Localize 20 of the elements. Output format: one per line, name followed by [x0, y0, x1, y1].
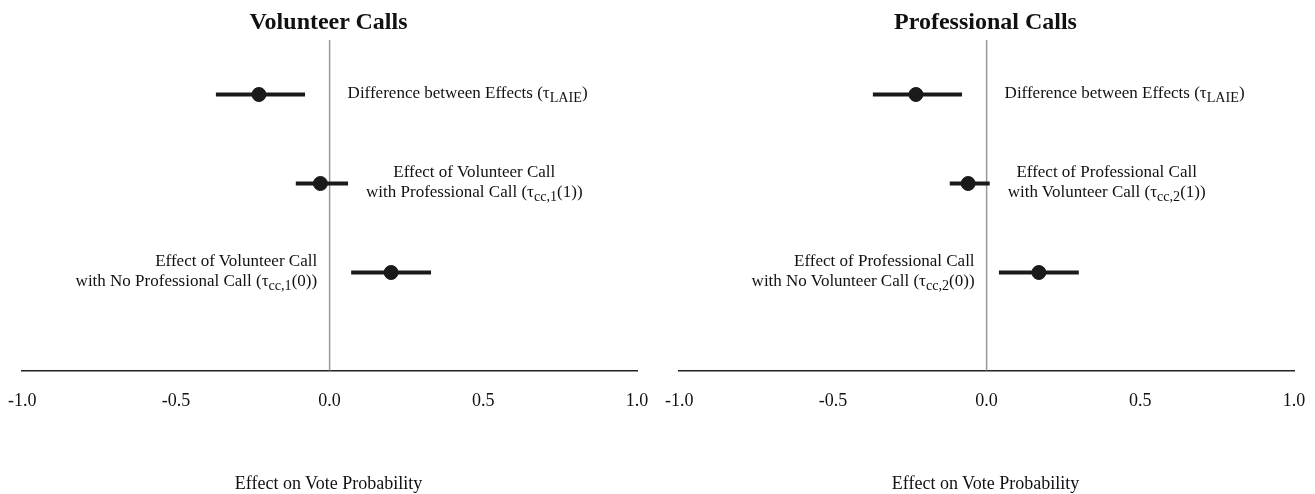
x-axis-title: Effect on Vote Probability — [890, 473, 1081, 494]
annotation: Effect of Professional Call with Volunteer Call (τ$_{cc,2}$(1)) — [1007, 161, 1206, 206]
annotation: Effect of Volunteer Call with No Professional Call (τ$_{cc,1}$(0)) — [75, 250, 318, 295]
x-tick-label: -0.5 — [161, 389, 191, 410]
chart-title: Volunteer Calls — [248, 8, 409, 35]
x-tick-label: 0.5 — [472, 389, 495, 410]
x-tick-label: 0.0 — [318, 389, 341, 410]
x-tick-label: -1.0 — [8, 389, 37, 410]
x-tick-label: 0.5 — [1129, 389, 1152, 410]
x-tick-label: -1.0 — [665, 389, 694, 410]
annotation: Effect of Volunteer Call with Professional Call (τ$_{cc,1}$(1)) — [366, 161, 583, 206]
x-tick-label: 1.0 — [1282, 389, 1306, 410]
annotation: Effect of Professional Call with No Volunteer Call (τ$_{cc,2}$(0)) — [751, 250, 975, 295]
chart-title: Professional Calls — [893, 8, 1078, 35]
annotation: Difference between Effects (τ$_{LAIE}$) — [347, 83, 588, 107]
x-axis-title: Effect on Vote Probability — [233, 473, 424, 494]
x-tick-label: 1.0 — [625, 389, 649, 410]
annotation: Difference between Effects (τ$_{LAIE}$) — [1004, 83, 1245, 107]
x-tick-label: -0.5 — [818, 389, 848, 410]
x-tick-label: 0.0 — [975, 389, 998, 410]
